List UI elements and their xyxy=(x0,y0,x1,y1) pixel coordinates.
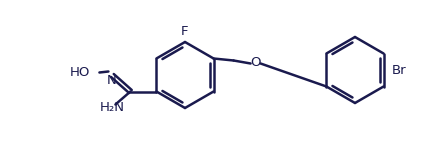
Text: H₂N: H₂N xyxy=(100,101,125,114)
Text: Br: Br xyxy=(392,63,407,76)
Text: O: O xyxy=(250,56,261,69)
Text: HO: HO xyxy=(70,66,90,79)
Text: N: N xyxy=(107,75,116,87)
Text: F: F xyxy=(181,25,189,38)
